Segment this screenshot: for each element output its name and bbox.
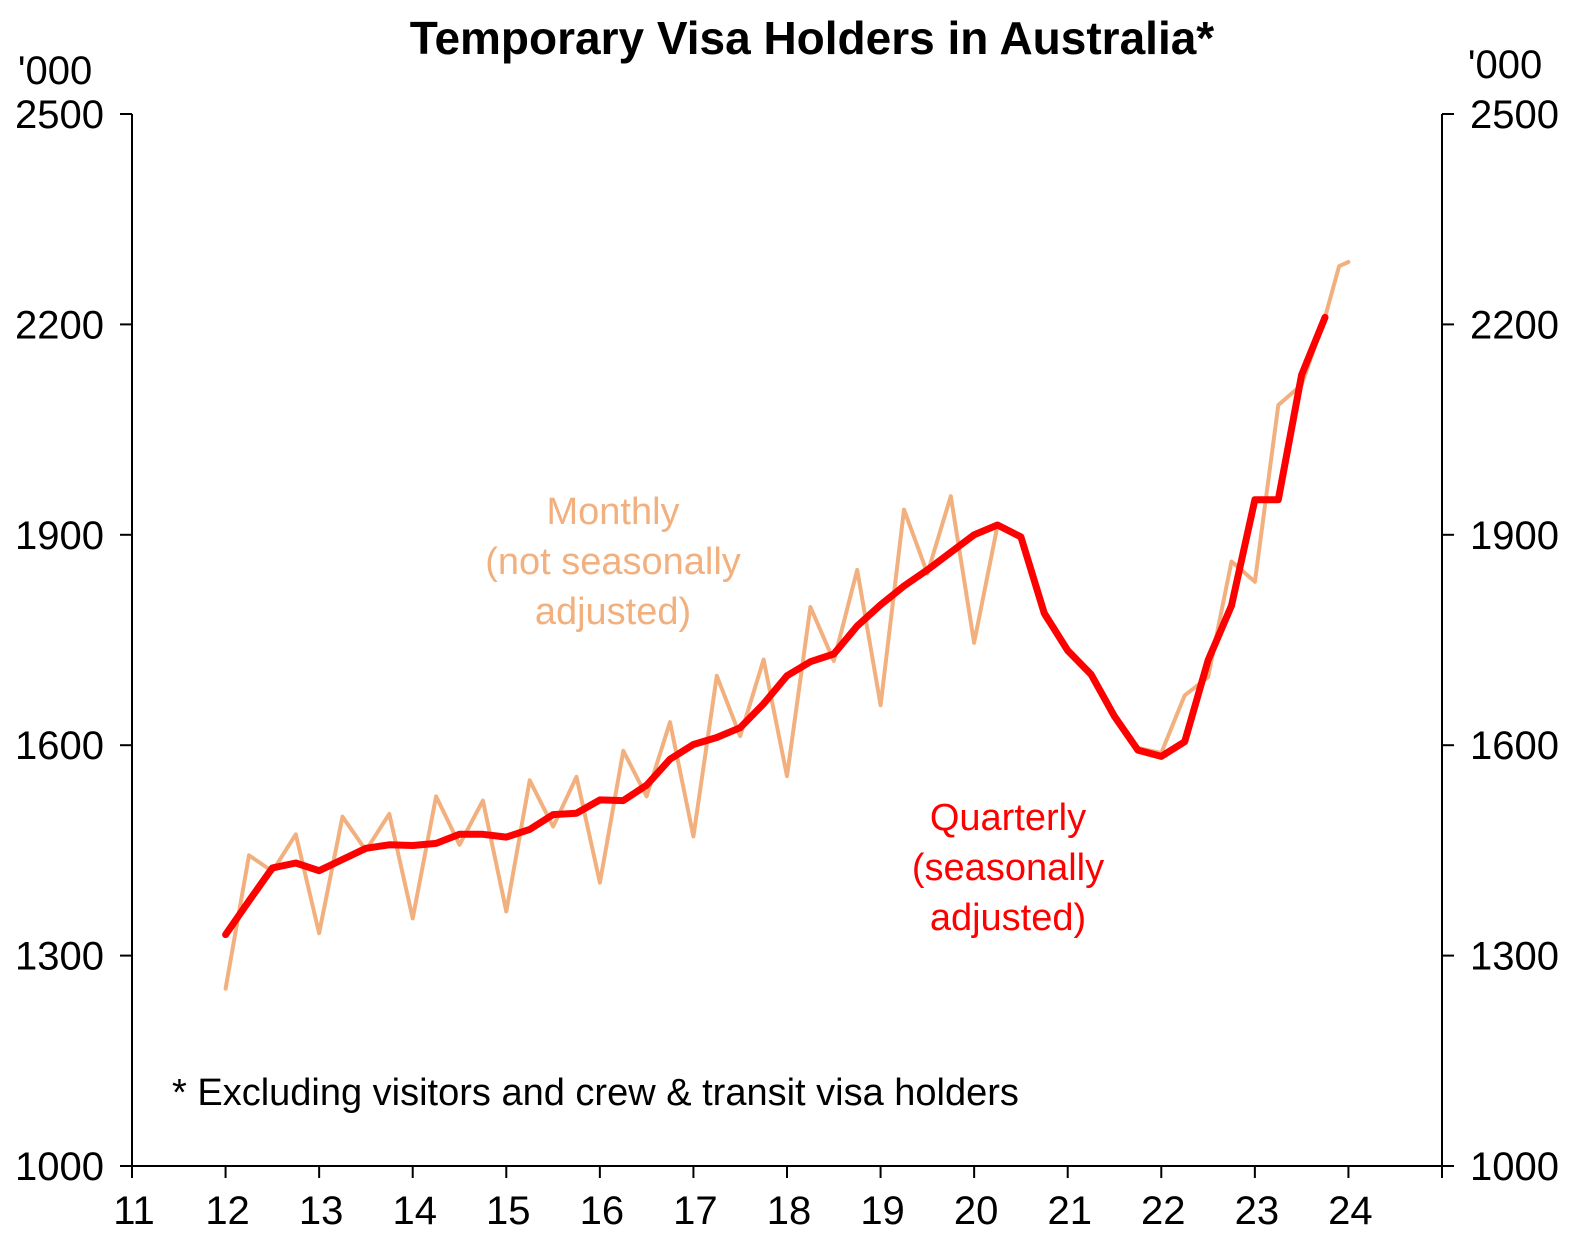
y-tick-label-left: 2200 bbox=[15, 303, 104, 347]
x-tick-label: 20 bbox=[954, 1189, 999, 1233]
x-tick-label: 11 bbox=[113, 1189, 155, 1233]
x-tick-label: 21 bbox=[1047, 1189, 1092, 1233]
x-tick-label: 23 bbox=[1235, 1189, 1280, 1233]
y-unit-left: '000 bbox=[18, 49, 92, 93]
y-tick-label-left: 1000 bbox=[15, 1145, 104, 1189]
y-unit-right: '000 bbox=[1468, 43, 1542, 87]
x-tick-label: 15 bbox=[486, 1189, 531, 1233]
series-line-quarterly bbox=[222, 313, 1329, 939]
tick-labels: 1000 1000 1300 1300 1600 1600 1900 1900 2200 2200… bbox=[15, 93, 1559, 1233]
x-tick-label: 19 bbox=[860, 1189, 905, 1233]
x-tick-label: 14 bbox=[392, 1189, 437, 1233]
quarterly-label-line-3: adjusted) bbox=[930, 897, 1086, 939]
monthly-label-line-2: (not seasonally bbox=[485, 541, 741, 583]
chart-title: Temporary Visa Holders in Australia* bbox=[410, 12, 1215, 64]
x-tick-label: 18 bbox=[767, 1189, 812, 1233]
x-tick-label: 22 bbox=[1141, 1189, 1186, 1233]
x-tick-label: 12 bbox=[205, 1189, 250, 1233]
y-tick-label-right: 2200 bbox=[1470, 303, 1559, 347]
monthly-label-line-1: Monthly bbox=[546, 491, 679, 533]
quarterly-label-line-2: (seasonally bbox=[912, 847, 1104, 889]
quarterly-label-line-1: Quarterly bbox=[930, 797, 1086, 839]
y-tick-label-right: 1000 bbox=[1470, 1145, 1559, 1189]
footnote: * Excluding visitors and crew & transit … bbox=[172, 1072, 1019, 1114]
y-tick-label-left: 1600 bbox=[15, 724, 104, 768]
series-lines bbox=[222, 260, 1351, 991]
series-line-monthly bbox=[223, 260, 1351, 991]
y-tick-label-right: 1600 bbox=[1470, 724, 1559, 768]
y-tick-label-right: 1300 bbox=[1470, 935, 1559, 979]
y-tick-label-left: 2500 bbox=[15, 93, 104, 137]
x-tick-label: 17 bbox=[673, 1189, 718, 1233]
axes bbox=[120, 113, 1454, 1178]
x-tick-label: 13 bbox=[299, 1189, 344, 1233]
y-tick-label-right: 1900 bbox=[1470, 514, 1559, 558]
y-tick-label-left: 1900 bbox=[15, 514, 104, 558]
x-tick-label: 16 bbox=[580, 1189, 625, 1233]
y-tick-label-right: 2500 bbox=[1470, 93, 1559, 137]
x-tick-label: 24 bbox=[1328, 1189, 1373, 1233]
y-tick-label-left: 1300 bbox=[15, 935, 104, 979]
monthly-label-line-3: adjusted) bbox=[535, 591, 691, 633]
